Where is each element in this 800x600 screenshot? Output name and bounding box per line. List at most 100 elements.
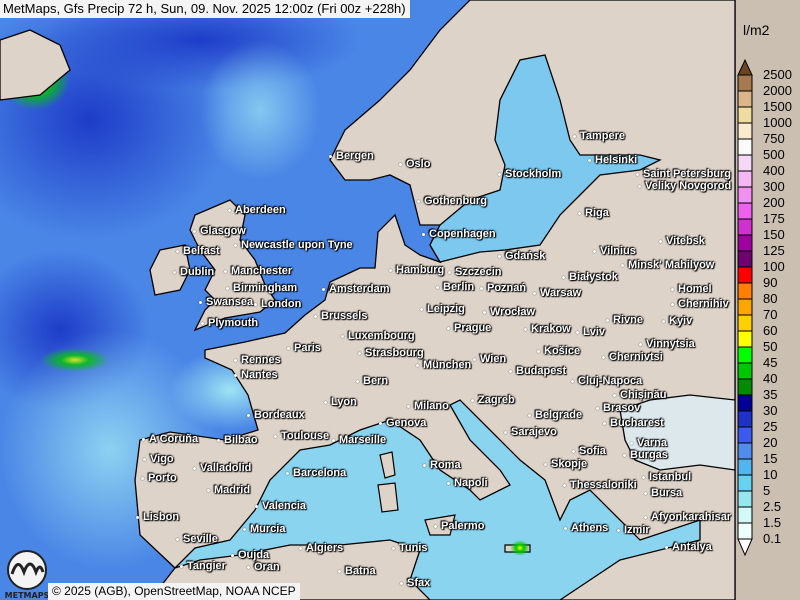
legend-swatch — [737, 378, 753, 396]
city-label: Roma — [423, 459, 461, 471]
city-dot-icon — [322, 287, 325, 291]
city-label: Kyiv — [662, 315, 692, 327]
city-name: Copenhagen — [429, 228, 496, 240]
city-label: Barcelona — [286, 467, 346, 479]
city-name: Plymouth — [208, 317, 259, 329]
city-dot-icon — [636, 172, 639, 176]
city-dot-icon — [483, 310, 486, 314]
legend-label: 2000 — [763, 83, 792, 98]
city-dot-icon — [226, 286, 229, 290]
city-dot-icon — [231, 553, 234, 557]
city-label: Murcia — [243, 523, 285, 535]
city-name: Gothenburg — [424, 195, 487, 207]
city-label: Wien — [473, 353, 506, 365]
city-dot-icon — [509, 369, 512, 373]
city-dot-icon — [234, 373, 237, 377]
city-name: Rennes — [241, 354, 281, 366]
city-dot-icon — [234, 358, 237, 362]
city-dot-icon — [379, 421, 382, 425]
legend-label: 40 — [763, 371, 778, 386]
city-name: Palermo — [441, 520, 485, 532]
city-name: Dublin — [180, 266, 215, 278]
city-label: Vinnytsia — [639, 338, 695, 350]
city-name: Belfast — [183, 245, 220, 257]
city-dot-icon — [141, 476, 144, 480]
city-name: Vilnius — [600, 245, 636, 257]
city-name: Nantes — [241, 369, 278, 381]
city-name: Madrid — [214, 484, 251, 496]
city-dot-icon — [180, 564, 183, 568]
city-label: Vilnius — [593, 245, 636, 257]
city-dot-icon — [254, 302, 257, 306]
city-name: Zagreb — [478, 394, 515, 406]
legend-label: 25 — [763, 419, 778, 434]
city-label: Antalya — [665, 541, 712, 553]
city-dot-icon — [524, 327, 527, 331]
city-name: Varna — [637, 437, 667, 449]
city-label: Białystok — [562, 271, 618, 283]
metmaps-logo: METMAPS — [5, 550, 50, 600]
city-label: Thessaloniki — [563, 479, 637, 491]
legend-label: 35 — [763, 387, 778, 402]
legend-swatch — [737, 330, 753, 348]
city-label: Berlin — [436, 281, 474, 293]
city-dot-icon — [544, 462, 547, 466]
city-name: Białystok — [569, 271, 618, 283]
city-label: Veliky Novgorod — [638, 180, 731, 192]
city-name: A Coruña — [149, 433, 199, 445]
legend-swatch — [737, 154, 753, 172]
city-label: München — [416, 359, 471, 371]
city-name: Lviv — [583, 326, 606, 338]
city-name: Rivne — [613, 314, 643, 326]
city-name: Bordeaux — [254, 409, 305, 421]
city-label: Marseille — [332, 434, 386, 446]
city-label: Lisbon — [136, 511, 179, 523]
legend-label: 125 — [763, 243, 785, 258]
city-dot-icon — [420, 307, 423, 311]
city-label: Milano — [407, 400, 449, 412]
city-dot-icon — [217, 438, 220, 442]
city-dot-icon — [434, 524, 437, 528]
city-label: Bursa — [644, 487, 682, 499]
city-name: Roma — [430, 459, 461, 471]
city-name: Riga — [585, 207, 609, 219]
legend-label: 1000 — [763, 115, 792, 130]
city-dot-icon — [639, 342, 642, 346]
city-name: Saint Petersburg — [643, 168, 732, 180]
city-name: Tangier — [187, 560, 226, 572]
city-dot-icon — [324, 400, 327, 404]
city-name: Luxembourg — [348, 330, 415, 342]
city-name: Strasbourg — [365, 347, 424, 359]
city-dot-icon — [274, 434, 277, 438]
city-name: Poznań — [487, 282, 527, 294]
city-dot-icon — [630, 441, 633, 445]
city-label: Athens — [564, 522, 608, 534]
city-dot-icon — [199, 300, 202, 304]
city-dot-icon — [447, 481, 450, 485]
legend-label: 150 — [763, 227, 785, 242]
city-name: Barcelona — [293, 467, 347, 479]
precipitation-map[interactable]: Bergen Oslo Tampere Helsinki Saint Petersbur… — [0, 0, 735, 600]
legend-swatch — [737, 138, 753, 156]
city-dot-icon — [392, 546, 395, 550]
city-label: Skopje — [544, 458, 587, 470]
city-name: Burgas — [630, 449, 668, 461]
city-name: Lisbon — [143, 511, 180, 523]
city-dot-icon — [407, 404, 410, 408]
city-dot-icon — [573, 134, 576, 138]
city-label: Sfax — [400, 577, 430, 589]
city-dot-icon — [528, 413, 531, 417]
city-name: Aberdeen — [235, 204, 286, 216]
city-label: Vigo — [143, 453, 174, 465]
city-label: Tangier — [180, 560, 226, 572]
city-name: Lyon — [331, 396, 357, 408]
city-name: Skopje — [551, 458, 588, 470]
city-label: Nantes — [234, 369, 278, 381]
city-dot-icon — [473, 357, 476, 361]
city-dot-icon — [234, 243, 237, 247]
legend-swatch — [737, 122, 753, 140]
city-dot-icon — [224, 269, 227, 273]
city-name: Warsaw — [540, 287, 582, 299]
city-label: Palermo — [434, 520, 484, 532]
city-name: Glasgow — [200, 225, 246, 237]
